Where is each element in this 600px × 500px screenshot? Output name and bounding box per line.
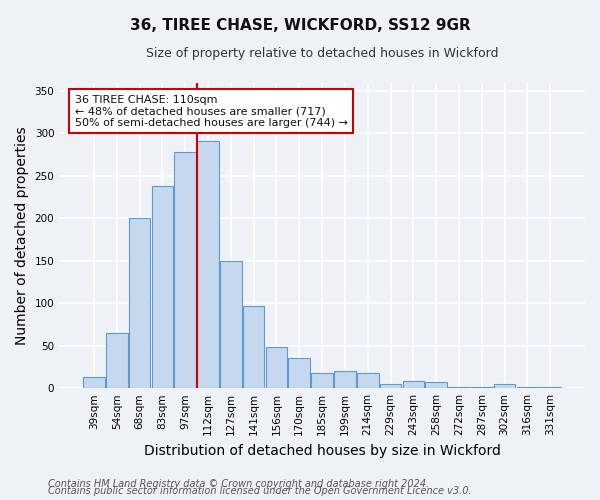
Bar [494, 384, 515, 388]
Bar [403, 382, 424, 388]
Bar [380, 384, 401, 388]
Bar [220, 261, 242, 388]
Bar [129, 218, 151, 388]
Bar [106, 333, 128, 388]
Bar [425, 382, 447, 388]
Bar [197, 141, 219, 388]
Text: 36 TIREE CHASE: 110sqm
← 48% of detached houses are smaller (717)
50% of semi-de: 36 TIREE CHASE: 110sqm ← 48% of detached… [75, 94, 348, 128]
Text: 36, TIREE CHASE, WICKFORD, SS12 9GR: 36, TIREE CHASE, WICKFORD, SS12 9GR [130, 18, 470, 32]
Bar [311, 373, 333, 388]
X-axis label: Distribution of detached houses by size in Wickford: Distribution of detached houses by size … [143, 444, 500, 458]
Text: Contains public sector information licensed under the Open Government Licence v3: Contains public sector information licen… [48, 486, 472, 496]
Bar [175, 152, 196, 388]
Bar [334, 371, 356, 388]
Title: Size of property relative to detached houses in Wickford: Size of property relative to detached ho… [146, 48, 499, 60]
Bar [266, 348, 287, 388]
Y-axis label: Number of detached properties: Number of detached properties [15, 126, 29, 344]
Bar [289, 358, 310, 388]
Text: Contains HM Land Registry data © Crown copyright and database right 2024.: Contains HM Land Registry data © Crown c… [48, 479, 429, 489]
Bar [243, 306, 265, 388]
Bar [357, 373, 379, 388]
Bar [152, 186, 173, 388]
Bar [83, 377, 105, 388]
